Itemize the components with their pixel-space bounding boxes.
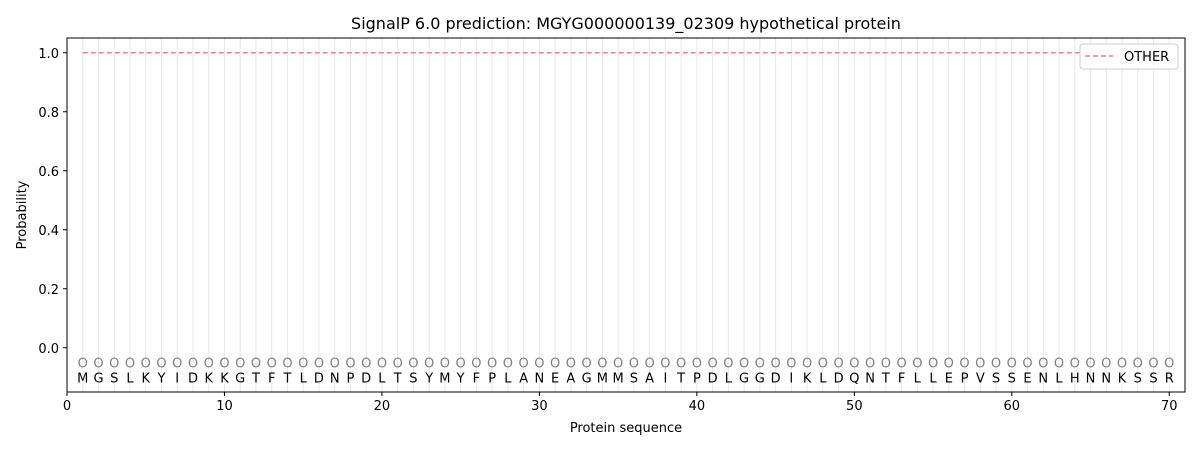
y-tick-label: 0.4 [38,224,59,239]
y-tick-label: 0.6 [38,165,59,180]
x-tick-label: 70 [1161,399,1178,414]
region-labels: OOOOOOOOOOOOOOOOOOOOOOOOOOOOOOOOOOOOOOOO… [78,357,1175,372]
x-tick-label: 0 [63,399,71,414]
x-tick-label: 50 [846,399,863,414]
y-tick-label: 0.2 [38,283,59,298]
plot-frame [66,37,1186,393]
legend-box [1079,43,1179,70]
legend-other-label: OTHER [1124,50,1169,65]
x-axis-label: Protein sequence [570,421,682,436]
y-tick-label: 0.0 [38,342,59,357]
chart-title: SignalP 6.0 prediction: MGYG000000139_02… [351,14,901,34]
y-tick-label: 0.8 [38,106,59,121]
x-tick-label: 40 [689,399,706,414]
y-axis-label: Probability [15,180,30,249]
x-tick-label: 20 [374,399,391,414]
y-tick-label: 1.0 [38,47,59,62]
x-tick-label: 10 [216,399,233,414]
residue-sequence: MGSLKYIDKKGTFTLDNPDLTSYMYFPLANEAGMMSAITP… [77,371,1174,386]
x-tick-label: 60 [1004,399,1021,414]
legend: OTHER [1079,43,1179,70]
x-tick-label: 30 [531,399,548,414]
